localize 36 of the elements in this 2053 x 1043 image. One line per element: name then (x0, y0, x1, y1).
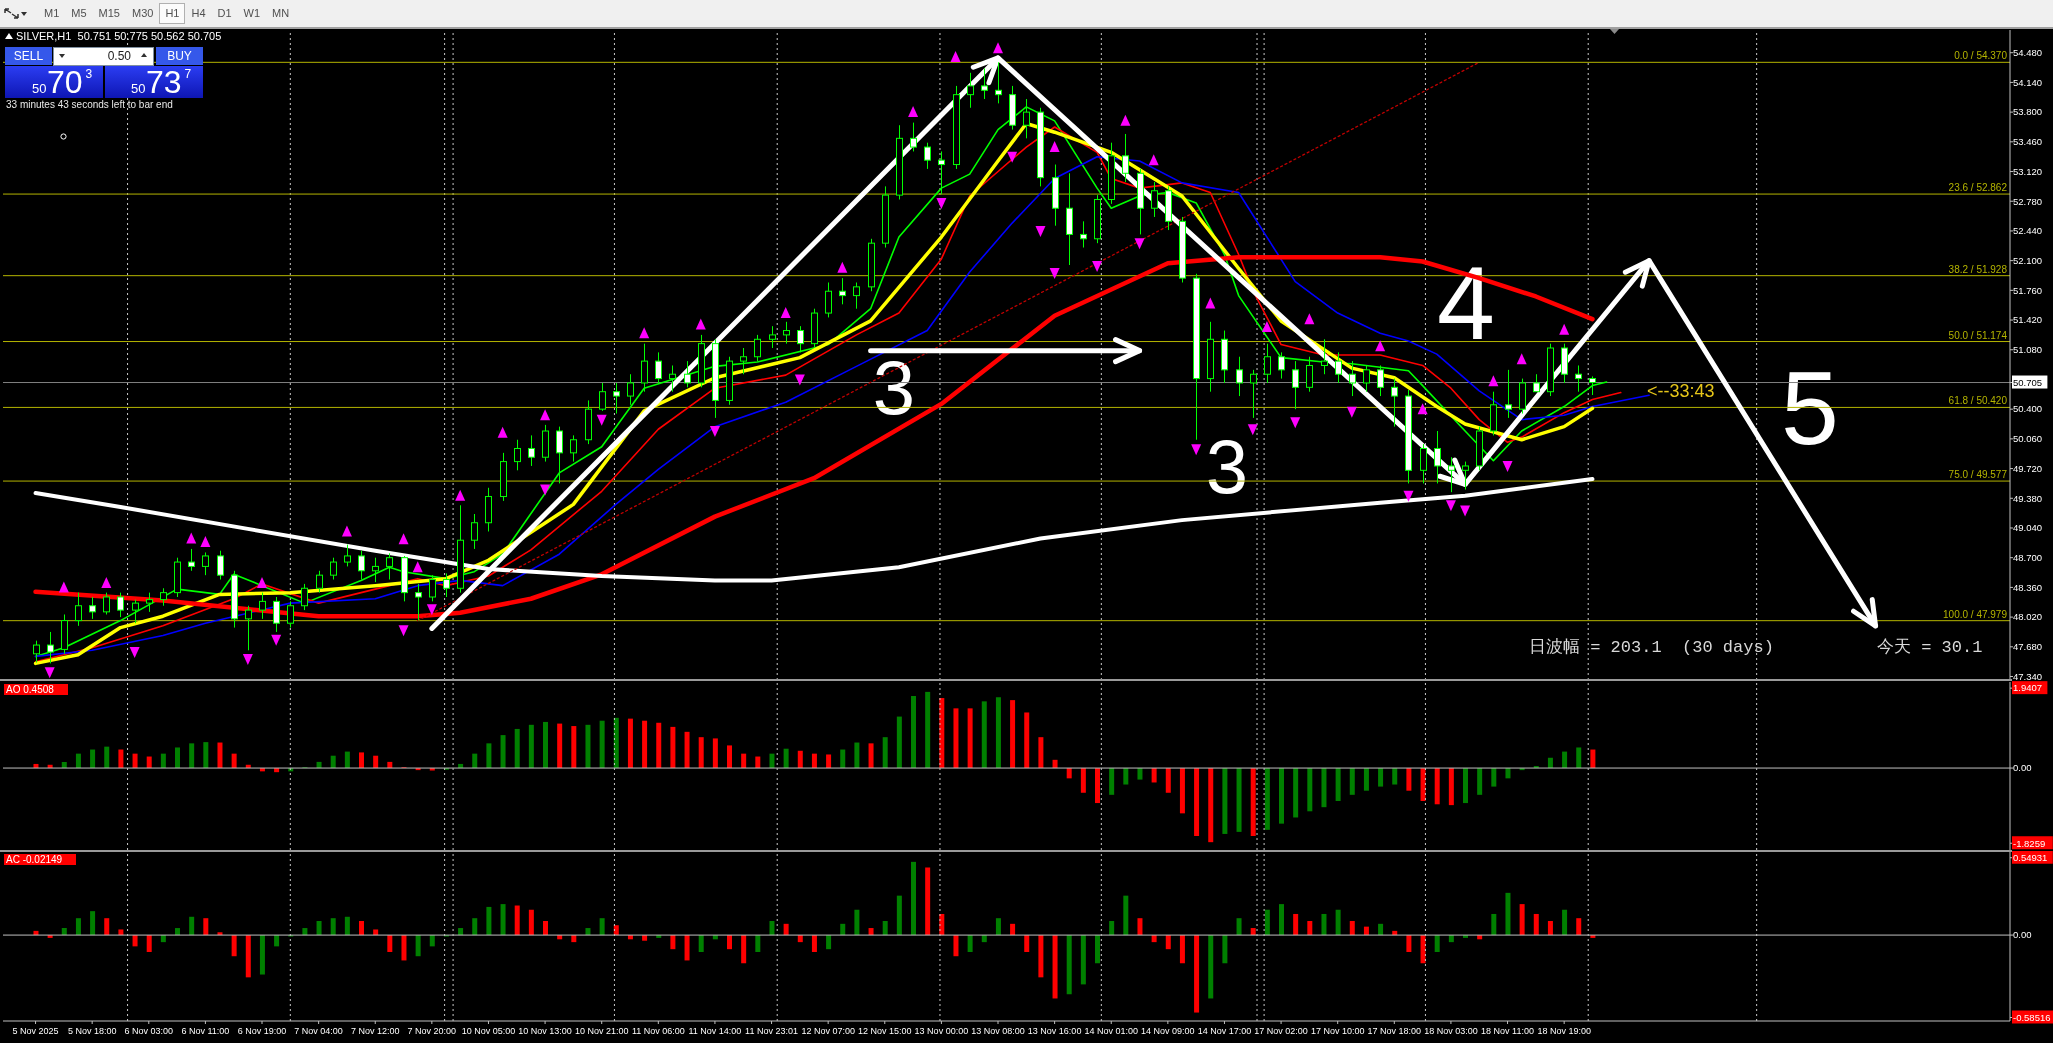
x-tick-label: 5 Nov 18:00 (67, 1026, 117, 1036)
x-tick-label: 5 Nov 2025 (12, 1026, 59, 1036)
x-tick-label: 7 Nov 04:00 (294, 1026, 343, 1036)
x-tick-label: 10 Nov 21:00 (574, 1026, 629, 1036)
y-tick-label: -0.58516 (2013, 1011, 2051, 1023)
x-tick-label: 18 Nov 03:00 (1424, 1026, 1478, 1036)
x-tick-label: 11 Nov 23:01 (745, 1026, 798, 1036)
x-tick-label: 10 Nov 05:00 (461, 1026, 516, 1036)
x-tick-label: 6 Nov 03:00 (124, 1026, 174, 1036)
x-tick-label: 11 Nov 06:00 (631, 1026, 685, 1036)
x-tick-label: 7 Nov 20:00 (407, 1026, 457, 1036)
y-tick-label: 0.00 (2013, 762, 2032, 774)
y-tick-label: 0.00 (2013, 929, 2032, 941)
x-tick-label: 6 Nov 11:00 (181, 1026, 230, 1036)
x-tick-label: 17 Nov 10:00 (1310, 1026, 1365, 1036)
x-tick-label: 12 Nov 15:00 (858, 1026, 912, 1036)
x-tick-label: 14 Nov 09:00 (1141, 1026, 1195, 1036)
x-tick-label: 7 Nov 12:00 (350, 1026, 400, 1036)
x-tick-label: 14 Nov 17:00 (1197, 1026, 1252, 1036)
x-tick-label: 13 Nov 16:00 (1027, 1026, 1082, 1036)
y-tick-label: 1.9407 (2013, 682, 2043, 694)
x-tick-label: 17 Nov 18:00 (1367, 1026, 1422, 1036)
x-tick-label: 11 Nov 14:00 (688, 1026, 742, 1036)
x-tick-label: 14 Nov 01:00 (1084, 1026, 1139, 1036)
x-tick-label: 6 Nov 19:00 (237, 1026, 287, 1036)
x-tick-label: 18 Nov 11:00 (1481, 1026, 1534, 1036)
y-tick-label: 0.54931 (2013, 852, 2048, 864)
x-tick-label: 13 Nov 08:00 (971, 1026, 1025, 1036)
x-tick-label: 17 Nov 02:00 (1254, 1026, 1308, 1036)
chart-title: AC -0.02149 (4, 854, 77, 865)
y-tick-label: -1.8259 (2013, 837, 2046, 849)
x-tick-label: 13 Nov 00:00 (914, 1026, 969, 1036)
x-tick-label: 12 Nov 07:00 (801, 1026, 855, 1036)
chart-title: AO 0.4508 (4, 684, 68, 695)
x-tick-label: 18 Nov 19:00 (1537, 1026, 1591, 1036)
x-tick-label: 10 Nov 13:00 (518, 1026, 572, 1036)
